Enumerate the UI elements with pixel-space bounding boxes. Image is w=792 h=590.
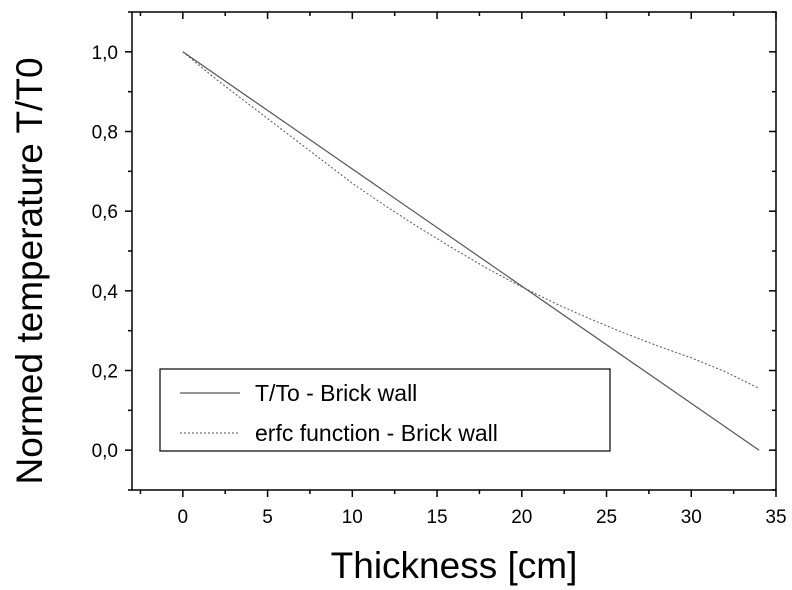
x-axis: 0 5 10 15 20 25 30 35 bbox=[139, 12, 787, 528]
x-tick-label: 0 bbox=[178, 507, 189, 528]
x-axis-title: Thickness [cm] bbox=[331, 545, 578, 586]
x-tick-label: 25 bbox=[596, 507, 617, 528]
legend-label-2: erfc function - Brick wall bbox=[255, 420, 498, 446]
y-tick-label: 0,0 bbox=[92, 441, 118, 462]
x-tick-label: 5 bbox=[262, 507, 273, 528]
series-line-2 bbox=[182, 51, 760, 389]
x-tick-label: 20 bbox=[511, 507, 532, 528]
plot-series bbox=[182, 51, 760, 451]
x-tick-label: 10 bbox=[342, 507, 363, 528]
legend-label-1: T/To - Brick wall bbox=[255, 380, 417, 406]
y-tick-label: 0,2 bbox=[92, 362, 118, 383]
y-tick-label: 0,4 bbox=[92, 282, 119, 303]
x-tick-label: 30 bbox=[681, 507, 702, 528]
series-line-1 bbox=[182, 51, 760, 451]
legend: T/To - Brick wall erfc function - Brick w… bbox=[159, 368, 611, 452]
y-axis: 0,0 0,2 0,4 0,6 0,8 1,0 bbox=[92, 11, 776, 491]
y-axis-title: Normed temperature T/T0 bbox=[9, 57, 50, 484]
legend-box bbox=[159, 368, 611, 452]
x-tick-label: 35 bbox=[765, 507, 786, 528]
y-tick-label: 1,0 bbox=[92, 43, 118, 64]
y-tick-label: 0,6 bbox=[92, 202, 118, 223]
x-tick-label: 15 bbox=[426, 507, 447, 528]
y-tick-label: 0,8 bbox=[92, 123, 118, 144]
